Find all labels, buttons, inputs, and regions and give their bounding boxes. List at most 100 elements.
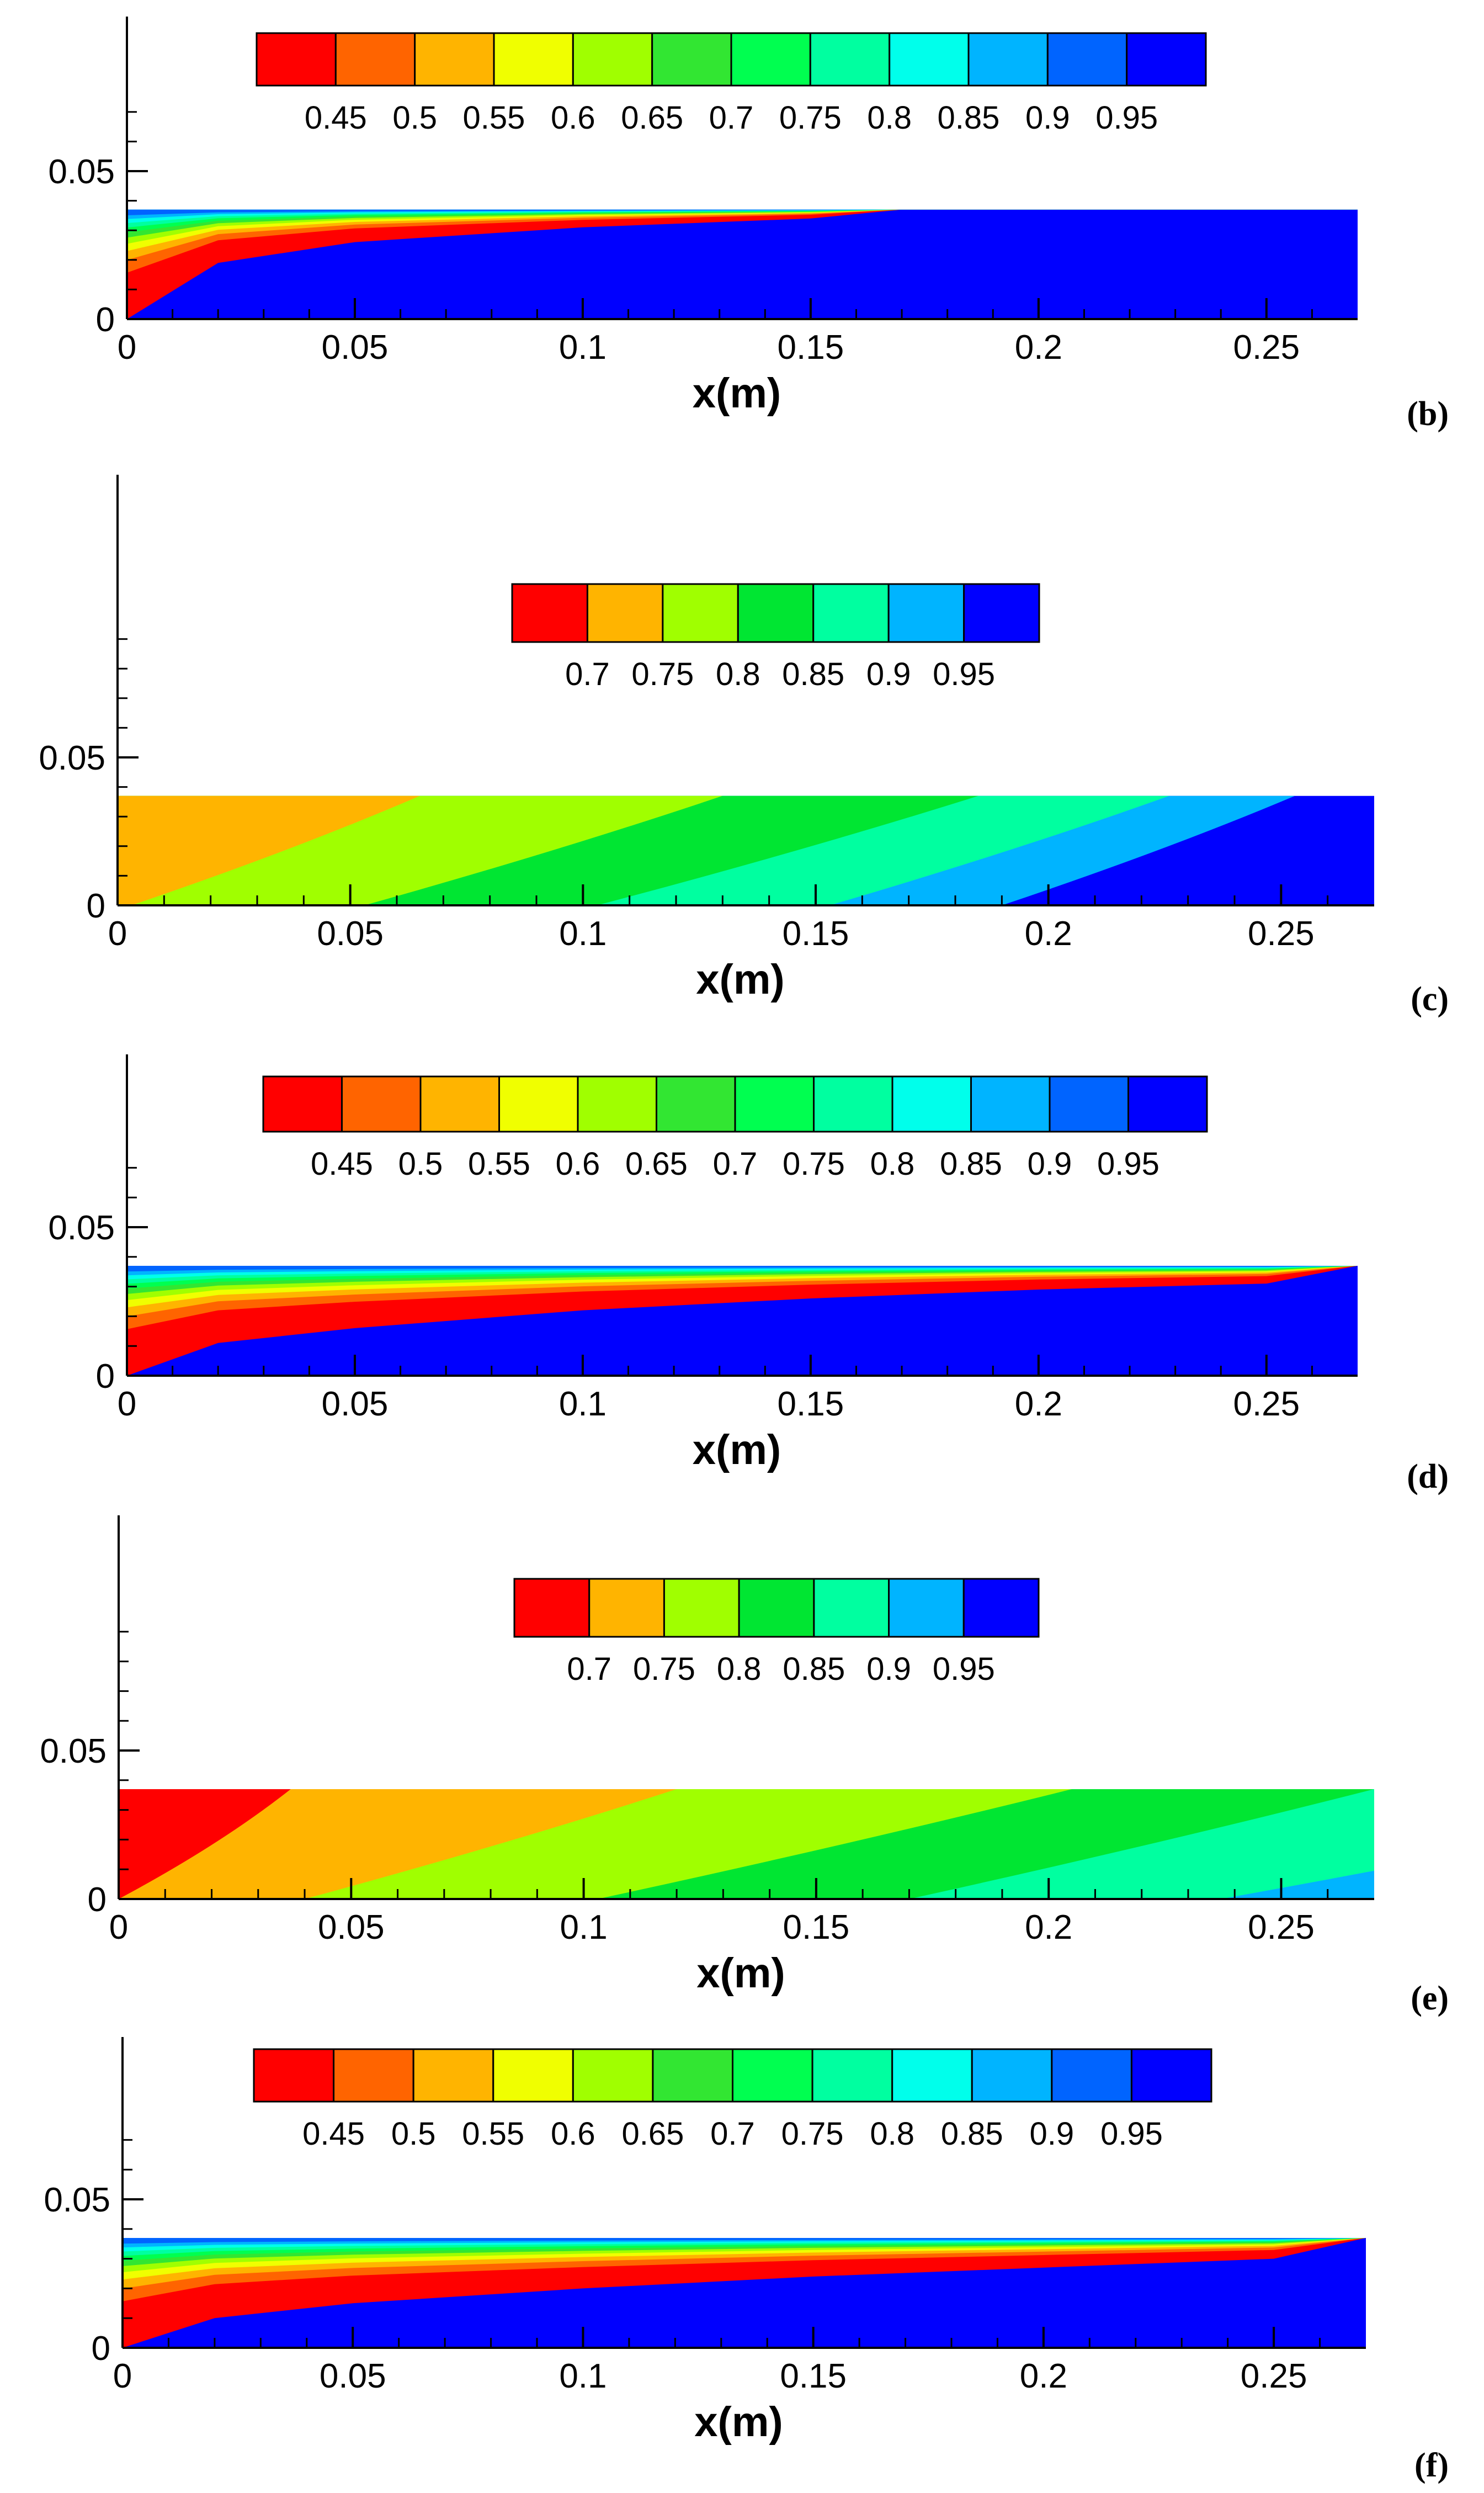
panel-letter: (e) bbox=[1411, 1980, 1449, 2017]
colorbar-level-label: 0.9 bbox=[1028, 1146, 1072, 1182]
colorbar-level-label: 0.8 bbox=[867, 100, 912, 136]
x-tick-label: 0.2 bbox=[1025, 1908, 1072, 1946]
x-tick-label: 0.05 bbox=[322, 328, 389, 367]
colorbar-swatch bbox=[967, 32, 1049, 87]
colorbar-swatch bbox=[738, 1578, 815, 1638]
x-tick-label: 0.05 bbox=[318, 1908, 385, 1946]
x-tick-label: 0.1 bbox=[559, 915, 607, 953]
contour-level-4 bbox=[127, 209, 1358, 244]
colorbar-level-label: 0.8 bbox=[716, 656, 760, 692]
colorbar-swatch bbox=[262, 1075, 343, 1133]
colorbar-level-label: 0.75 bbox=[779, 100, 842, 136]
x-tick-label: 0.1 bbox=[559, 328, 607, 367]
x-tick-label: 0 bbox=[118, 328, 136, 367]
colorbar-swatch bbox=[1051, 2048, 1132, 2103]
colorbar-swatch bbox=[663, 1578, 740, 1638]
colorbar-legend: 0.45 0.5 0.55 0.6 0.65 0.7 0.75 0.8 0.85 0.9 0.95 bbox=[262, 1075, 1208, 1182]
colorbar-level-label: 0.75 bbox=[631, 656, 694, 692]
colorbar-swatch bbox=[1126, 32, 1207, 87]
colorbar-level-label: 0.55 bbox=[468, 1146, 530, 1182]
colorbar-swatch bbox=[513, 1578, 591, 1638]
colorbar-level-label: 0.85 bbox=[938, 100, 1000, 136]
colorbar-swatch bbox=[813, 1578, 890, 1638]
x-tick-label: 0.15 bbox=[778, 1385, 844, 1423]
colorbar-level-label: 0.7 bbox=[567, 1651, 611, 1687]
contour-field bbox=[119, 1789, 1374, 1899]
colorbar-level-label: 0.45 bbox=[305, 100, 367, 136]
contour-band-1 bbox=[119, 1789, 677, 1899]
colorbar-swatch bbox=[811, 2048, 893, 2103]
y-tick-label: 0 bbox=[87, 887, 105, 925]
colorbar-swatch bbox=[588, 1578, 665, 1638]
panel-letter: (d) bbox=[1407, 1458, 1449, 1495]
x-tick-label: 0 bbox=[113, 2357, 132, 2395]
colorbar-level-label: 0.7 bbox=[710, 2116, 755, 2152]
colorbar-level-label: 0.85 bbox=[782, 656, 844, 692]
colorbar-level-label: 0.95 bbox=[1100, 2116, 1163, 2152]
x-tick-label: 0.25 bbox=[1233, 1385, 1300, 1423]
colorbar-swatch bbox=[656, 1075, 736, 1133]
colorbar-swatch bbox=[333, 2048, 414, 2103]
colorbar-swatch bbox=[971, 2048, 1053, 2103]
contour-field bbox=[127, 209, 1358, 319]
colorbar-swatch bbox=[341, 1075, 422, 1133]
x-tick-label: 0.05 bbox=[320, 2357, 386, 2395]
colorbar-level-label: 0.8 bbox=[717, 1651, 762, 1687]
colorbar-legend: 0.45 0.5 0.55 0.6 0.65 0.7 0.75 0.8 0.85 0.9 0.95 bbox=[253, 2048, 1212, 2152]
colorbar-swatch bbox=[887, 583, 965, 643]
colorbar-swatch bbox=[652, 2048, 733, 2103]
x-axis-label: x(m) bbox=[693, 370, 781, 417]
y-tick-label: 0.05 bbox=[40, 1732, 107, 1770]
colorbar-level-label: 0.5 bbox=[391, 2116, 436, 2152]
colorbar-swatch bbox=[812, 583, 890, 643]
colorbar-level-label: 0.7 bbox=[709, 100, 754, 136]
colorbar-swatch bbox=[891, 1075, 972, 1133]
contour-level-10 bbox=[127, 209, 1358, 215]
colorbar-level-label: 0.6 bbox=[551, 2116, 595, 2152]
colorbar-swatch bbox=[1130, 2048, 1212, 2103]
colorbar-level-label: 0.7 bbox=[713, 1146, 758, 1182]
x-tick-label: 0.25 bbox=[1248, 1908, 1315, 1946]
contour-band-0 bbox=[119, 1789, 291, 1899]
x-tick-label: 0 bbox=[109, 1908, 128, 1946]
colorbar-swatch bbox=[577, 1075, 657, 1133]
colorbar-swatch bbox=[730, 32, 811, 87]
panel-letter: (c) bbox=[1411, 980, 1449, 1018]
colorbar-swatch bbox=[334, 32, 416, 87]
y-tick-label: 0 bbox=[96, 1357, 115, 1396]
panel-letter: (f) bbox=[1414, 2447, 1449, 2484]
colorbar-level-label: 0.6 bbox=[556, 1146, 600, 1182]
colorbar-swatch bbox=[813, 1075, 893, 1133]
x-tick-label: 0 bbox=[108, 915, 127, 953]
colorbar-level-label: 0.65 bbox=[621, 100, 683, 136]
x-tick-label: 0.05 bbox=[317, 915, 384, 953]
colorbar-level-label: 0.55 bbox=[463, 100, 525, 136]
colorbar-level-label: 0.9 bbox=[1025, 100, 1070, 136]
colorbar-level-label: 0.95 bbox=[933, 656, 995, 692]
colorbar-level-label: 0.6 bbox=[551, 100, 595, 136]
colorbar-level-label: 0.45 bbox=[302, 2116, 365, 2152]
colorbar-swatch bbox=[1046, 32, 1128, 87]
contour-level-8 bbox=[127, 209, 1358, 224]
colorbar-swatch bbox=[492, 2048, 574, 2103]
colorbar-swatch bbox=[498, 1075, 579, 1133]
colorbar-legend: 0.7 0.75 0.8 0.85 0.9 0.95 bbox=[511, 583, 1040, 692]
x-tick-label: 0.15 bbox=[780, 2357, 847, 2395]
x-tick-label: 0.15 bbox=[783, 1908, 850, 1946]
colorbar-swatch bbox=[511, 583, 588, 643]
colorbar-swatch bbox=[586, 583, 664, 643]
colorbar-level-label: 0.85 bbox=[941, 2116, 1003, 2152]
colorbar-level-label: 0.75 bbox=[783, 1146, 845, 1182]
x-tick-label: 0.2 bbox=[1020, 2357, 1067, 2395]
colorbar-level-label: 0.65 bbox=[625, 1146, 688, 1182]
colorbar-level-label: 0.65 bbox=[621, 2116, 684, 2152]
panel-letter: (b) bbox=[1407, 395, 1449, 433]
colorbar-legend: 0.7 0.75 0.8 0.85 0.9 0.95 bbox=[513, 1578, 1040, 1687]
contour-field bbox=[127, 1265, 1358, 1376]
x-tick-label: 0.1 bbox=[559, 2357, 607, 2395]
x-tick-label: 0.25 bbox=[1233, 328, 1300, 367]
x-tick-label: 0.1 bbox=[559, 1385, 607, 1423]
colorbar-swatch bbox=[888, 1578, 965, 1638]
